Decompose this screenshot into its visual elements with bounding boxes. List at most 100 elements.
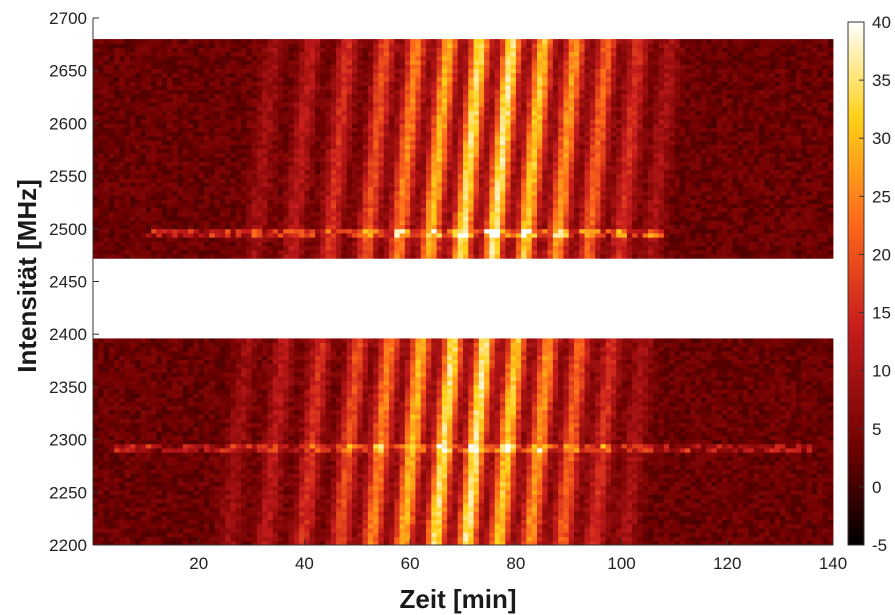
heatmap-cell: [690, 140, 696, 145]
heatmap-cell: [531, 233, 538, 238]
heatmap-cell: [653, 123, 659, 129]
heatmap-cell: [225, 148, 231, 154]
heatmap-cell: [304, 173, 311, 179]
heatmap-cell: [748, 237, 755, 242]
heatmap-cell: [415, 114, 422, 120]
heatmap-cell: [626, 203, 633, 209]
heatmap-cell: [341, 228, 348, 234]
heatmap-cell: [685, 178, 691, 183]
heatmap-cell: [685, 228, 691, 234]
heatmap-cell: [315, 157, 321, 162]
heatmap-cell: [262, 241, 268, 247]
heatmap-cell: [193, 114, 200, 120]
heatmap-cell: [103, 140, 110, 145]
heatmap-cell: [399, 216, 406, 221]
heatmap-cell: [426, 245, 432, 251]
heatmap-cell: [658, 182, 665, 188]
heatmap-cell: [764, 237, 770, 242]
heatmap-cell: [537, 190, 543, 196]
heatmap-cell: [230, 161, 237, 166]
heatmap-cell: [156, 211, 163, 217]
heatmap-cell: [346, 110, 353, 116]
heatmap-cell: [135, 211, 141, 217]
heatmap-cell: [653, 254, 659, 259]
heatmap-cell: [537, 148, 543, 154]
heatmap-cell: [262, 245, 268, 251]
heatmap-cell: [558, 186, 564, 192]
heatmap-cell: [346, 106, 353, 112]
heatmap-cell: [394, 173, 400, 179]
heatmap-cell: [362, 119, 369, 124]
heatmap-cell: [542, 241, 548, 247]
heatmap-cell: [526, 140, 533, 145]
heatmap-cell: [304, 228, 311, 234]
heatmap-cell: [558, 165, 564, 171]
heatmap-cell: [484, 152, 490, 158]
heatmap-cell: [531, 203, 538, 209]
heatmap-cell: [151, 140, 157, 145]
heatmap-cell: [632, 233, 638, 238]
heatmap-cell: [309, 233, 316, 238]
heatmap-cell: [637, 140, 644, 145]
heatmap-cell: [542, 233, 548, 238]
heatmap-cell: [595, 254, 601, 259]
heatmap-cell: [494, 127, 501, 133]
heatmap-cell: [256, 245, 263, 251]
heatmap-cell: [674, 123, 681, 129]
heatmap-cell: [135, 224, 141, 230]
heatmap-cell: [315, 123, 321, 129]
heatmap-cell: [489, 203, 496, 209]
heatmap-cell: [589, 178, 596, 183]
heatmap-cell: [478, 131, 485, 137]
heatmap-cell: [441, 157, 448, 162]
heatmap-cell: [383, 165, 390, 171]
heatmap-cell: [648, 127, 654, 133]
heatmap-cell: [658, 195, 665, 200]
heatmap-cell: [198, 245, 205, 251]
heatmap-cell: [293, 157, 300, 162]
heatmap-cell: [420, 228, 427, 234]
heatmap-cell: [822, 254, 829, 259]
heatmap-cell: [399, 165, 406, 171]
heatmap-cell: [653, 190, 659, 196]
heatmap-cell: [796, 110, 802, 116]
heatmap-cell: [447, 220, 453, 225]
heatmap-cell: [574, 127, 580, 133]
heatmap-cell: [584, 165, 591, 171]
heatmap-cell: [130, 136, 136, 141]
heatmap-cell: [685, 249, 691, 255]
heatmap-cell: [616, 203, 622, 209]
heatmap-cell: [568, 186, 575, 192]
heatmap-cell: [658, 224, 665, 230]
heatmap-cell: [441, 233, 448, 238]
heatmap-cell: [796, 245, 802, 251]
heatmap-cell: [251, 211, 258, 217]
heatmap-cell: [700, 207, 707, 213]
heatmap-cell: [172, 182, 178, 188]
heatmap-cell: [309, 140, 316, 145]
heatmap-cell: [674, 173, 681, 179]
heatmap-cell: [341, 203, 348, 209]
heatmap-cell: [600, 207, 607, 213]
heatmap-cell: [568, 241, 575, 247]
heatmap-cell: [711, 195, 718, 200]
heatmap-cell: [336, 152, 342, 158]
heatmap-cell: [605, 173, 612, 179]
heatmap-cell: [732, 237, 739, 242]
heatmap-cell: [156, 131, 163, 137]
heatmap-cell: [605, 182, 612, 188]
heatmap-cell: [373, 207, 379, 213]
heatmap-cell: [695, 173, 702, 179]
heatmap-cell: [198, 152, 205, 158]
heatmap-cell: [346, 211, 353, 217]
heatmap-cell: [204, 207, 210, 213]
heatmap-cell: [315, 127, 321, 133]
heatmap-cell: [669, 216, 675, 221]
heatmap-cell: [278, 144, 284, 150]
heatmap-cell: [177, 199, 184, 204]
heatmap-cell: [600, 216, 607, 221]
heatmap-cell: [648, 144, 654, 150]
heatmap-cell: [383, 148, 390, 154]
heatmap-cell: [130, 140, 136, 145]
heatmap-cell: [500, 169, 506, 175]
